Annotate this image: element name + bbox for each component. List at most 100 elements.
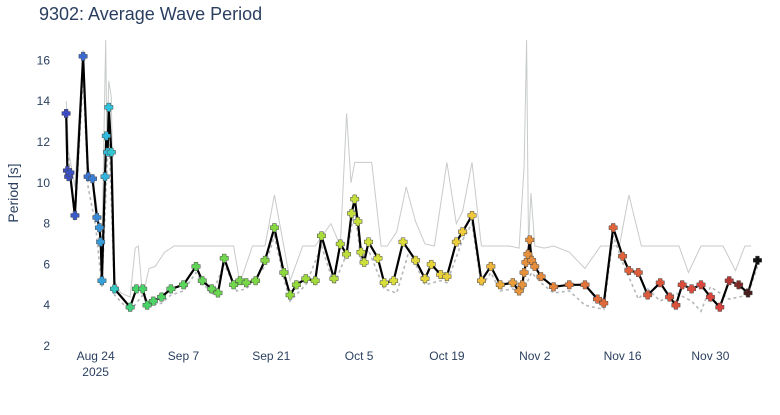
data-point-marker (104, 102, 114, 112)
data-point-marker (379, 278, 389, 288)
data-point-marker (398, 237, 408, 247)
x-tick-label: Sep 7 (168, 349, 200, 363)
data-point-marker (353, 217, 363, 227)
data-point-marker (235, 276, 245, 286)
data-point-marker (213, 288, 223, 298)
data-point-marker (251, 276, 261, 286)
data-point-marker (458, 227, 468, 237)
x-tick-label: Nov 16 (604, 349, 642, 363)
x-tick-sublabel: 2025 (82, 365, 109, 379)
y-tick-label: 14 (37, 94, 51, 108)
data-point-marker (724, 276, 734, 286)
data-point-marker (451, 237, 461, 247)
x-tick-label: Aug 24 (77, 349, 115, 363)
data-point-marker (166, 284, 176, 294)
data-point-marker (677, 280, 687, 290)
data-point-marker (508, 278, 518, 288)
data-point-marker (715, 302, 725, 312)
data-point-marker (142, 300, 152, 310)
y-tick-label: 4 (43, 298, 50, 312)
data-point-marker (310, 276, 320, 286)
data-point-marker (329, 274, 339, 284)
data-point-marker (106, 147, 116, 157)
data-point-marker (580, 280, 590, 290)
data-point-marker (347, 208, 357, 218)
data-point-marker (599, 298, 609, 308)
data-point-marker (517, 280, 527, 290)
data-point-marker (317, 231, 326, 241)
data-point-marker (519, 268, 529, 278)
data-point-marker (101, 131, 111, 141)
data-point-marker (486, 261, 496, 271)
data-point-marker (260, 255, 270, 265)
y-tick-label: 16 (37, 53, 51, 67)
data-point-marker (110, 284, 119, 294)
x-tick-label: Nov 2 (519, 349, 551, 363)
data-point-marker (426, 259, 436, 269)
data-point-marker (373, 253, 383, 263)
data-point-marker (229, 280, 239, 290)
y-tick-label: 2 (43, 339, 50, 353)
y-tick-label: 10 (37, 176, 51, 190)
data-point-marker (291, 280, 301, 290)
data-point-marker (335, 239, 345, 249)
data-point-marker (97, 276, 107, 286)
data-point-marker (148, 296, 158, 306)
data-point-marker (389, 276, 399, 286)
data-point-marker (549, 282, 559, 292)
data-point-marker (342, 249, 352, 259)
y-tick-label: 12 (37, 135, 51, 149)
data-point-marker (696, 280, 706, 290)
data-point-marker (350, 194, 360, 204)
data-point-marker (241, 278, 251, 288)
data-point-marker (536, 272, 546, 282)
x-tick-label: Oct 5 (345, 349, 374, 363)
data-point-marker (61, 108, 71, 118)
data-point-marker (633, 268, 643, 278)
x-tick-label: Nov 30 (691, 349, 729, 363)
data-point-marker (671, 300, 681, 310)
data-point-marker (219, 253, 229, 263)
data-point-marker (743, 288, 753, 298)
data-point-marker (643, 290, 653, 300)
data-point-marker (94, 223, 104, 233)
data-point-marker (687, 284, 697, 294)
data-point-marker (359, 257, 369, 267)
data-point-marker (495, 280, 505, 290)
x-tick-label: Sep 21 (252, 349, 290, 363)
x-tick-label: Oct 19 (429, 349, 465, 363)
data-point-marker (655, 278, 665, 288)
data-point-marker (530, 261, 540, 271)
upper-bound-line (65, 39, 752, 298)
data-point-marker (608, 223, 618, 233)
data-point-marker (411, 255, 421, 265)
data-point-marker (525, 235, 535, 245)
data-point-marker (96, 237, 106, 247)
data-point-marker (356, 247, 366, 257)
data-point-marker (705, 292, 715, 302)
lower-bound-line (65, 76, 759, 313)
data-point-marker (436, 270, 446, 280)
data-point-marker (138, 284, 148, 294)
data-point-marker (179, 280, 188, 290)
data-point-marker (364, 237, 373, 247)
y-tick-label: 8 (43, 217, 50, 231)
data-point-marker (301, 274, 311, 284)
data-point-marker (78, 51, 88, 61)
data-point-marker (65, 168, 75, 178)
average-period-line (65, 55, 759, 309)
y-axis-label: Period [s] (5, 163, 21, 222)
data-point-marker (285, 290, 295, 300)
data-point-marker (100, 172, 110, 182)
data-point-marker (467, 210, 477, 220)
data-point-marker (753, 255, 762, 265)
data-point-marker (618, 251, 628, 261)
data-point-marker (279, 268, 289, 278)
data-point-marker (420, 274, 430, 284)
data-point-marker (70, 210, 80, 220)
data-point-marker (197, 276, 207, 286)
data-point-marker (157, 292, 166, 302)
data-point-marker (92, 213, 102, 222)
data-point-marker (665, 292, 675, 302)
